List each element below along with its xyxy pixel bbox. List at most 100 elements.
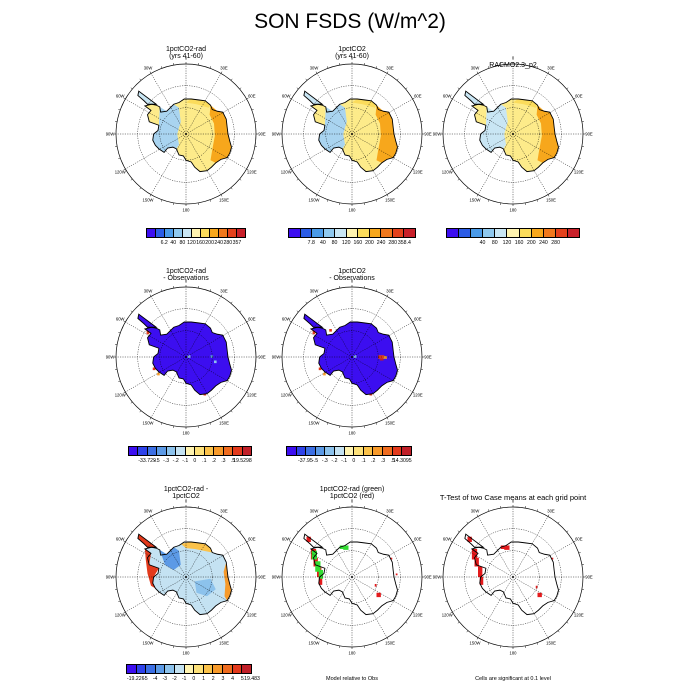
longitude-label: 90W bbox=[272, 355, 281, 360]
colorbar-tick-label: -.2 bbox=[331, 458, 338, 464]
border-tick bbox=[536, 66, 538, 69]
longitude-label: 120E bbox=[574, 613, 584, 618]
border-tick bbox=[139, 78, 142, 81]
meridian-line bbox=[512, 133, 574, 170]
border-tick bbox=[566, 178, 569, 181]
colorbar-tick-label: .2 bbox=[371, 458, 376, 464]
border-tick bbox=[123, 611, 126, 614]
longitude-label: 120W bbox=[281, 613, 292, 618]
border-tick bbox=[220, 194, 223, 197]
border-tick bbox=[457, 87, 460, 90]
longitude-label: 60E bbox=[414, 317, 422, 322]
significant-cell bbox=[478, 566, 483, 577]
coastline bbox=[470, 541, 559, 616]
latitude-circle bbox=[159, 550, 213, 604]
coastline-peninsula bbox=[303, 90, 324, 105]
border-tick bbox=[296, 401, 299, 404]
colorbar-swatch bbox=[165, 229, 174, 237]
colorbar-tick-label: 160 bbox=[353, 240, 363, 246]
border-tick bbox=[327, 509, 329, 512]
border-tick bbox=[476, 637, 479, 640]
border-tick bbox=[488, 642, 490, 645]
edge-cell bbox=[152, 367, 156, 371]
longitude-label: 60E bbox=[414, 94, 422, 99]
longitude-label: 150E bbox=[219, 197, 229, 202]
colorbar-swatch bbox=[155, 665, 166, 673]
panel-title: 1pctCO2- Observations bbox=[252, 268, 452, 282]
longitude-label: 90W bbox=[433, 575, 442, 580]
longitude-label: 150E bbox=[385, 640, 395, 645]
colorbar-tick-label: .1 bbox=[202, 458, 207, 464]
border-tick bbox=[327, 422, 329, 425]
longitude-label: 0 bbox=[351, 279, 354, 284]
meridian-line bbox=[125, 133, 187, 170]
longitude-label: 90E bbox=[424, 355, 432, 360]
longitude-label: 0 bbox=[512, 499, 515, 504]
colorbar-tick-label: -.5 bbox=[312, 458, 319, 464]
panel-title: RACMO2.3_p2 bbox=[413, 62, 613, 69]
colorbar-swatch bbox=[315, 447, 326, 455]
meridian-line bbox=[125, 541, 187, 578]
meridian-line bbox=[291, 133, 353, 170]
border-tick bbox=[296, 530, 299, 533]
meridian-line bbox=[185, 321, 247, 358]
border-tick bbox=[305, 301, 308, 304]
longitude-label: 60W bbox=[443, 537, 452, 542]
colorbar-tick-label: -1 bbox=[181, 676, 187, 682]
colorbar-swatch bbox=[287, 447, 297, 455]
colorbar-tick-label: 40 bbox=[479, 240, 486, 246]
border-tick bbox=[230, 630, 233, 633]
meridian-line bbox=[512, 516, 549, 578]
longitude-label: 150W bbox=[143, 197, 154, 202]
meridian-line bbox=[291, 541, 353, 578]
meridian-line bbox=[351, 576, 413, 613]
coastline bbox=[470, 98, 559, 173]
border-tick bbox=[557, 630, 560, 633]
colorbar-swatch bbox=[555, 229, 568, 237]
latitude-circle bbox=[325, 330, 379, 384]
colorbar-tick-label: -5 bbox=[143, 676, 148, 682]
longitude-label: 60E bbox=[575, 537, 583, 542]
border-tick bbox=[375, 66, 377, 69]
border-tick bbox=[412, 168, 415, 171]
colorbar-tick-label: -.3 bbox=[321, 458, 328, 464]
border-tick bbox=[246, 97, 249, 100]
panel-title: 1pctCO2-rad -1pctCO2 bbox=[86, 486, 286, 500]
border-tick bbox=[251, 332, 254, 334]
border-tick bbox=[315, 71, 318, 74]
longitude-label: 120E bbox=[413, 170, 423, 175]
border-tick bbox=[417, 600, 420, 602]
colorbar-swatch bbox=[214, 447, 224, 455]
border-tick bbox=[161, 289, 163, 292]
longitude-label: 60W bbox=[282, 317, 291, 322]
colorbar-tick-label: 120 bbox=[187, 240, 196, 246]
longitude-label: 180 bbox=[183, 208, 191, 213]
border-tick bbox=[251, 109, 254, 111]
colorbar-swatch bbox=[392, 447, 403, 455]
graticule bbox=[116, 507, 256, 647]
border-tick bbox=[536, 199, 538, 202]
meridian-line bbox=[477, 576, 514, 638]
panel-title-line2: - Observations bbox=[329, 275, 375, 282]
border-tick bbox=[305, 187, 308, 190]
meridian-line bbox=[351, 296, 388, 358]
border-tick bbox=[566, 87, 569, 90]
anomaly-cell bbox=[380, 358, 384, 361]
coastline-peninsula bbox=[137, 533, 158, 548]
colorbar-swatch bbox=[146, 665, 156, 673]
border-tick bbox=[139, 630, 142, 633]
longitude-label: 180 bbox=[183, 651, 191, 656]
border-tick bbox=[161, 509, 163, 512]
significant-cell bbox=[479, 577, 484, 585]
border-tick bbox=[578, 157, 581, 159]
border-tick bbox=[315, 637, 318, 640]
border-tick bbox=[284, 157, 287, 159]
border-tick bbox=[305, 410, 308, 413]
border-tick bbox=[149, 514, 152, 517]
edge-cell bbox=[323, 372, 326, 376]
border-tick bbox=[375, 199, 377, 202]
north-coast-region bbox=[352, 99, 377, 108]
latitude-circle bbox=[159, 107, 213, 161]
panel-title: 1pctCO2-rad - Observations bbox=[86, 268, 286, 282]
border-tick bbox=[375, 642, 377, 645]
